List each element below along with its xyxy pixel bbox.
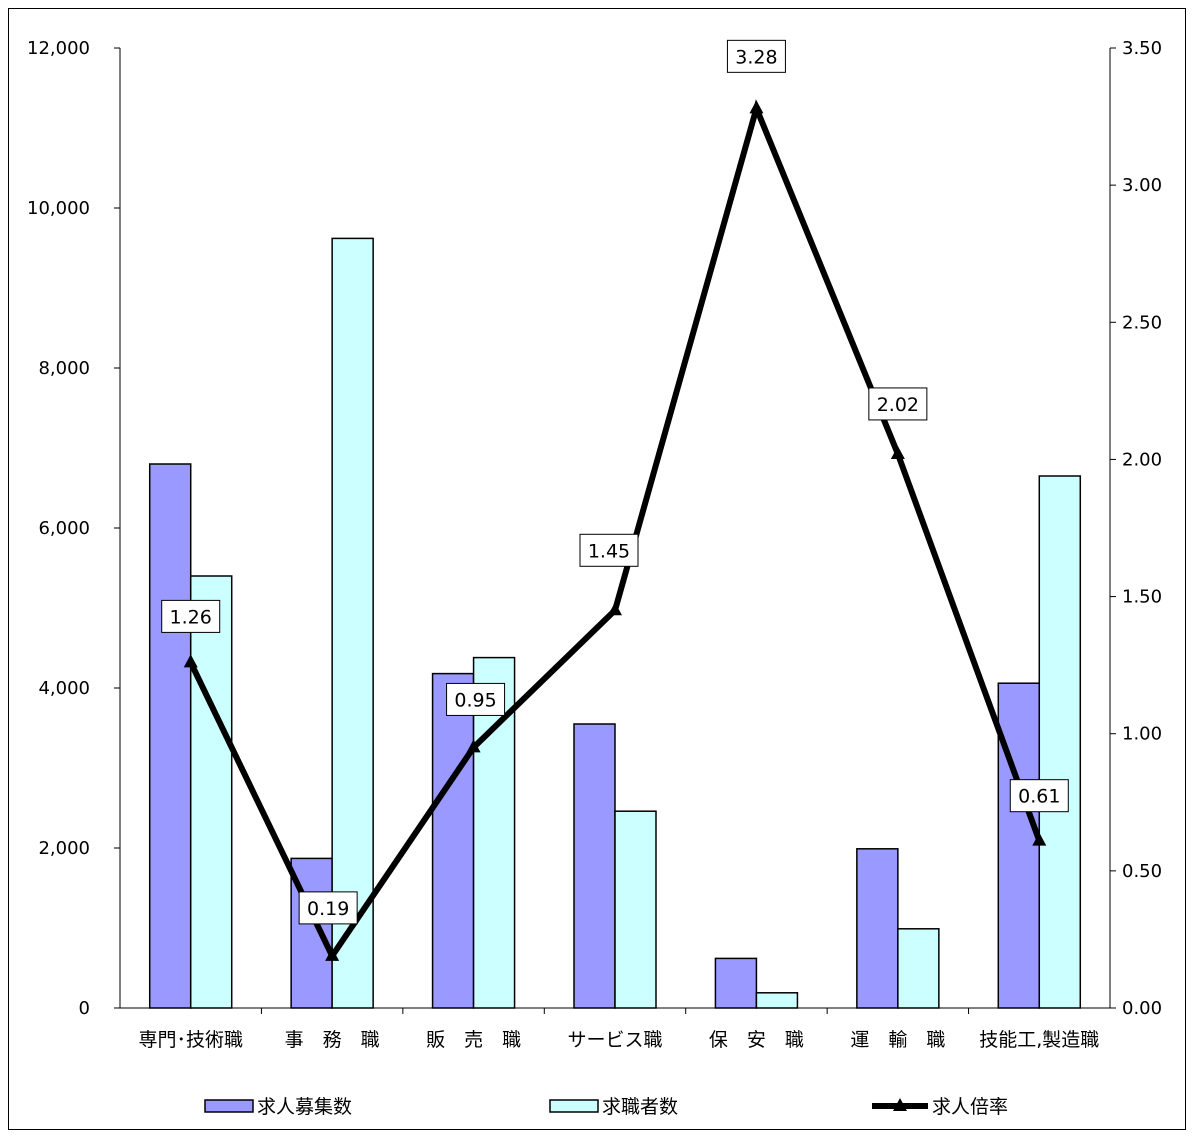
y-left-tick-label: 10,000 [27,198,90,219]
ratio-label-box [868,387,928,421]
ratio-label-box [161,599,221,633]
y-right-tick-label: 0.00 [1122,998,1162,1019]
bar-job-seekers [897,928,940,1009]
y-left-tick-label: 8,000 [38,358,90,379]
data-labels: 1.26 0.19 0.95 1.45 3.28 2.02 0.61 [161,39,1069,925]
bar-job-seekers [614,810,657,1009]
ratio-label-box [298,891,358,925]
x-tick-label: 販 売 職 [426,1029,521,1051]
ratio-point-marker [325,947,340,961]
bar-job-openings [856,848,899,1009]
y-left-tick-label: 4,000 [38,678,90,699]
bar-job-seekers [1038,475,1082,1009]
ratio-label: 0.61 [1018,786,1060,808]
ratio-point-marker [466,739,481,753]
y-right-tick-label: 3.00 [1122,175,1162,196]
y-right-tick-label: 2.00 [1122,449,1162,470]
y-right-tick-label: 1.50 [1122,587,1162,608]
x-tick-label: 保 安 職 [709,1029,804,1051]
ratio-point-marker [1032,832,1047,846]
x-tick-label: 事 務 職 [285,1029,380,1051]
legend-label: 求人倍率 [932,1096,1008,1118]
y-right-tick-label: 0.50 [1122,861,1162,882]
ratio-label: 0.95 [454,689,496,711]
bar-job-seekers [331,237,374,1009]
bar-job-openings [573,723,616,1009]
bar-job-seekers [755,992,799,1009]
y-left-tick-label: 2,000 [38,838,90,859]
ratio-point-marker [183,654,198,668]
bar-job-openings [714,957,758,1009]
ratio-label: 0.19 [307,898,349,920]
y-right-tick-label: 1.00 [1122,724,1162,745]
y-right-tick-label: 3.50 [1122,38,1162,59]
bar-job-seekers [189,575,233,1009]
legend-label: 求職者数 [602,1096,678,1118]
bars [148,237,1082,1009]
legend-swatch-marker [893,1098,907,1111]
y-right-tick-label: 2.50 [1122,312,1162,333]
y-left-tick-label: 0 [79,998,90,1019]
ratio-label: 2.02 [877,394,919,416]
x-tick-label: 運 輸 職 [850,1029,945,1051]
bar-job-openings [148,463,192,1009]
ratio-point-marker [890,445,905,459]
x-tick-label: サービス職 [567,1029,662,1051]
ratio-label-box [446,682,506,716]
legend-swatch-bar [549,1099,599,1113]
axes: 0 2,000 4,000 6,000 8,000 10,000 12,000 0.00 0.5… [27,38,1162,1051]
ratio-line [183,99,1047,962]
legend-label: 求人募集数 [257,1096,352,1118]
ratio-label-box [726,39,786,73]
ratio-point-marker [608,602,622,616]
legend-swatch-bar [204,1099,254,1113]
ratio-label-box [1009,779,1069,813]
x-tick-label: 専門･技術職 [138,1029,243,1051]
ratio-label: 1.26 [170,606,212,628]
x-tick-label: 技能工,製造職 [979,1029,1099,1051]
y-left-tick-label: 12,000 [27,38,90,59]
ratio-label-box [579,533,639,567]
ratio-point-marker [749,100,764,114]
bar-job-openings [431,672,475,1009]
ratio-label: 3.28 [735,46,777,68]
ratio-label: 1.45 [588,540,630,562]
y-left-tick-label: 6,000 [38,518,90,539]
legend: 求人募集数 求職者数 求人倍率 [204,1096,1008,1118]
